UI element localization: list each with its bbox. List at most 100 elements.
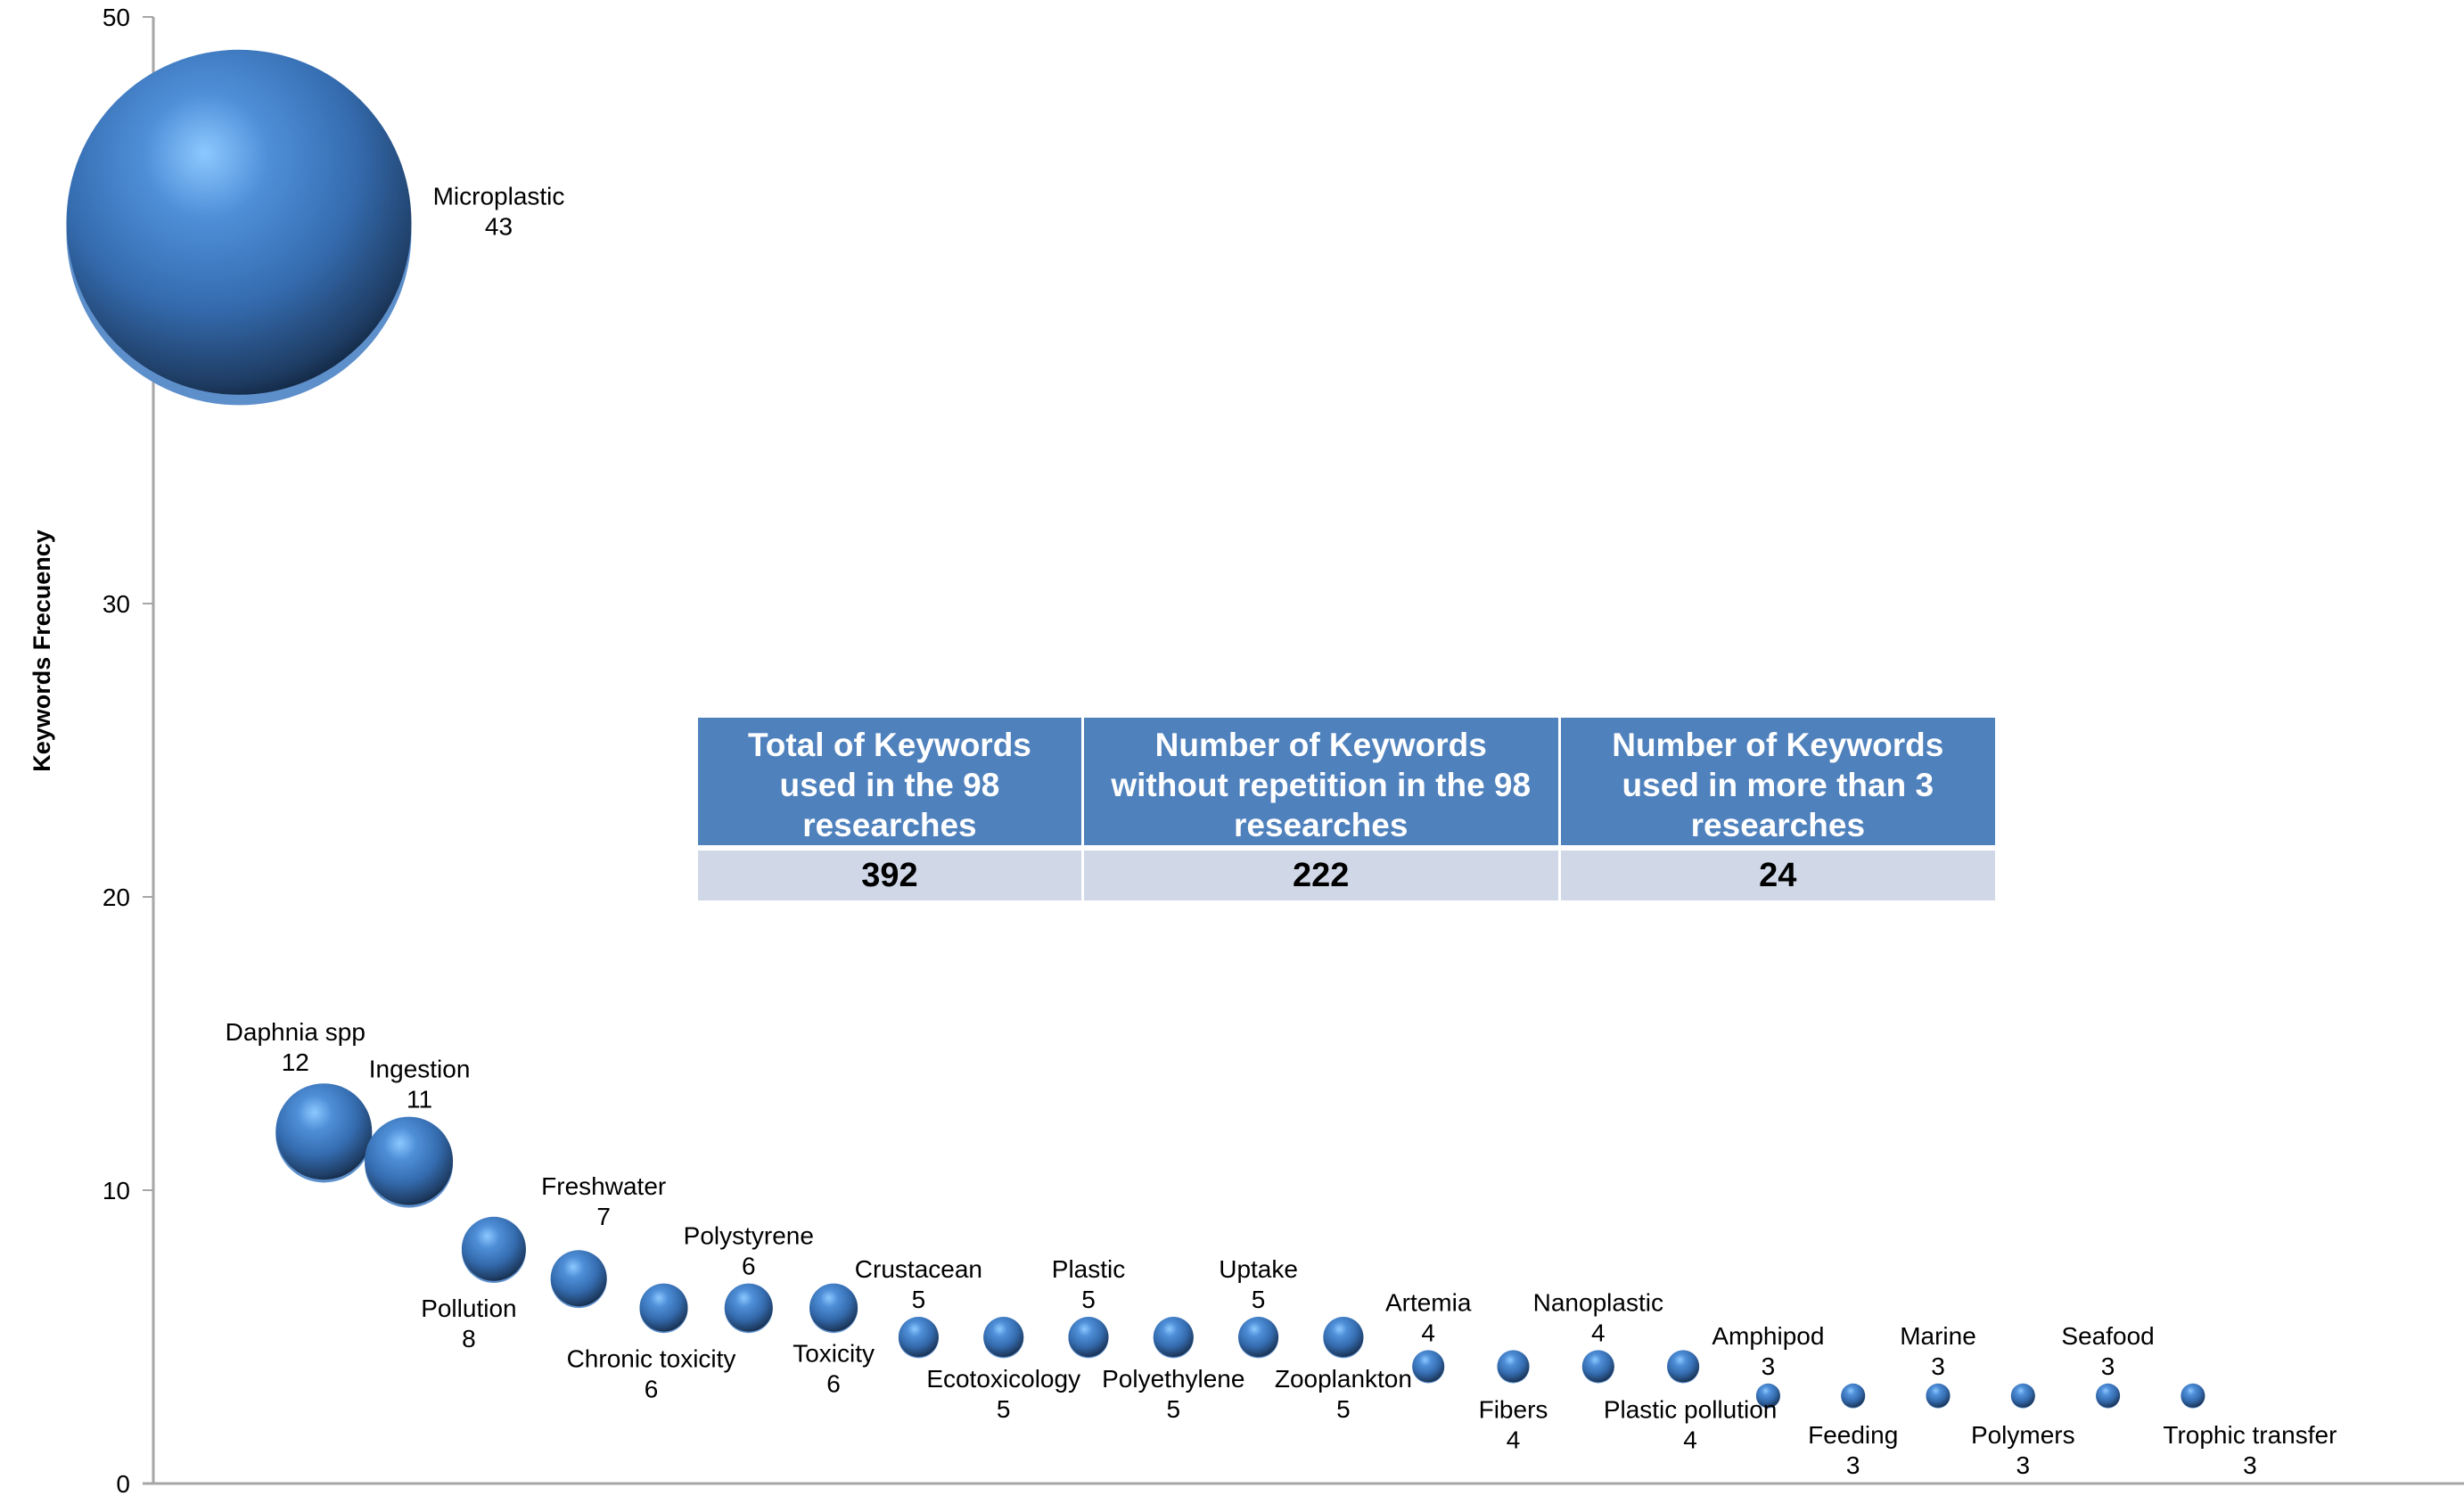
bubble (1926, 1383, 1951, 1409)
bubble-circle (2181, 1383, 2205, 1408)
point-label-value: 6 (645, 1376, 659, 1403)
bubble (724, 1283, 773, 1334)
point-label-name: Fibers (1479, 1395, 1548, 1423)
bubble-circle (1153, 1317, 1194, 1357)
bubble-circle (1497, 1350, 1530, 1383)
bubble-circle (2010, 1383, 2035, 1408)
bubble-circle (809, 1283, 858, 1332)
value-total-keywords: 392 (698, 851, 1084, 900)
point-label-name: Polystyrene (684, 1222, 814, 1250)
point-label-value: 5 (1252, 1286, 1266, 1313)
point-label-name: Seafood (2061, 1322, 2154, 1350)
bubble-circle (983, 1317, 1024, 1357)
point-label-name: Ecotoxicology (926, 1365, 1080, 1393)
bubble (461, 1216, 526, 1283)
header-unique-keywords: Number of Keywords without repetition in… (1083, 718, 1561, 851)
bubble-circle (898, 1317, 939, 1357)
summary-table: Total of Keywords used in the 98 researc… (698, 718, 1995, 900)
bubble (1153, 1317, 1194, 1359)
bubbles (66, 49, 2205, 1409)
bubble-circle (1667, 1350, 1700, 1383)
point-label-value: 11 (407, 1086, 432, 1114)
bubble (1497, 1350, 1530, 1384)
bubble (639, 1283, 688, 1334)
bubble-circle (724, 1283, 773, 1332)
y-tick-label: 30 (103, 590, 130, 618)
bubble (550, 1250, 607, 1309)
bubble (898, 1317, 939, 1359)
bubble-circle (550, 1250, 607, 1307)
point-label-value: 3 (2243, 1451, 2257, 1479)
bubble (2010, 1383, 2035, 1409)
bubble (1755, 1383, 1780, 1409)
bubble (983, 1317, 1024, 1359)
point-label-name: Zooplankton (1275, 1365, 1412, 1393)
point-label-value: 7 (596, 1203, 611, 1230)
y-tick-label: 50 (103, 4, 130, 31)
point-label-name: Nanoplastic (1533, 1288, 1663, 1316)
bubble (2096, 1383, 2121, 1409)
bubble (1412, 1350, 1445, 1384)
bubble-circle (2096, 1383, 2121, 1408)
point-label-value: 6 (826, 1370, 841, 1398)
point-label-value: 3 (2101, 1352, 2115, 1380)
bubble (275, 1083, 373, 1183)
bubble (2181, 1383, 2205, 1409)
bubble (1068, 1317, 1109, 1359)
point-label-value: 6 (742, 1253, 756, 1280)
point-label-name: Toxicity (793, 1340, 875, 1368)
header-keywords-over-3: Number of Keywords used in more than 3 r… (1560, 718, 1995, 851)
bubble-circle (1068, 1317, 1109, 1357)
bubble-circle (461, 1216, 526, 1281)
point-label-name: Daphnia spp (226, 1018, 365, 1046)
bubble (365, 1116, 454, 1208)
bubble-circle (66, 49, 412, 395)
bubble-circle (1581, 1350, 1614, 1383)
summary-header-row: Total of Keywords used in the 98 researc… (698, 718, 1995, 851)
point-label-value: 8 (462, 1325, 476, 1352)
value-unique-keywords: 222 (1083, 851, 1561, 900)
bubble-circle (1323, 1317, 1364, 1357)
bubble (66, 49, 412, 406)
point-label-value: 4 (1507, 1426, 1521, 1453)
point-label-value: 5 (1167, 1395, 1181, 1423)
summary-value-row: 392 222 24 (698, 851, 1995, 900)
bubble (1581, 1350, 1614, 1384)
point-label-value: 3 (1762, 1352, 1776, 1380)
point-label-value: 5 (1336, 1395, 1351, 1423)
point-label-value: 12 (282, 1048, 309, 1076)
y-axis-title: Keywords Frecuency (29, 530, 55, 772)
bubble-circle (1841, 1383, 1866, 1408)
bubble (1238, 1317, 1279, 1359)
bubble-circle (275, 1083, 373, 1180)
y-tick-label: 0 (116, 1470, 130, 1496)
point-label-name: Plastic (1052, 1255, 1125, 1283)
point-label-value: 3 (1846, 1451, 1860, 1479)
bubble (809, 1283, 858, 1334)
point-label-name: Marine (1900, 1322, 1976, 1350)
bubble (1667, 1350, 1700, 1384)
point-label-value: 4 (1591, 1319, 1606, 1346)
bubble (1323, 1317, 1364, 1359)
point-label-name: Uptake (1219, 1255, 1298, 1283)
point-label-name: Chronic toxicity (567, 1345, 736, 1373)
point-label-name: Polymers (1971, 1421, 2075, 1449)
point-label-value: 5 (997, 1395, 1011, 1423)
point-label-value: 3 (1931, 1352, 1945, 1380)
bubble-circle (1238, 1317, 1279, 1357)
bubble-circle (639, 1283, 688, 1332)
point-label-value: 5 (1081, 1286, 1096, 1313)
point-label-value: 3 (2016, 1451, 2031, 1479)
point-label-name: Microplastic (433, 182, 565, 210)
point-label-name: Feeding (1808, 1421, 1898, 1449)
point-label-name: Artemia (1385, 1288, 1472, 1316)
y-tick-label: 20 (103, 884, 130, 911)
point-label-value: 4 (1683, 1426, 1697, 1453)
header-total-keywords: Total of Keywords used in the 98 researc… (698, 718, 1084, 851)
point-label-value: 4 (1421, 1319, 1435, 1346)
point-label-name: Plastic pollution (1604, 1395, 1778, 1423)
point-label-name: Crustacean (855, 1255, 982, 1283)
bubble (1841, 1383, 1866, 1409)
y-tick-label: 10 (103, 1177, 130, 1204)
